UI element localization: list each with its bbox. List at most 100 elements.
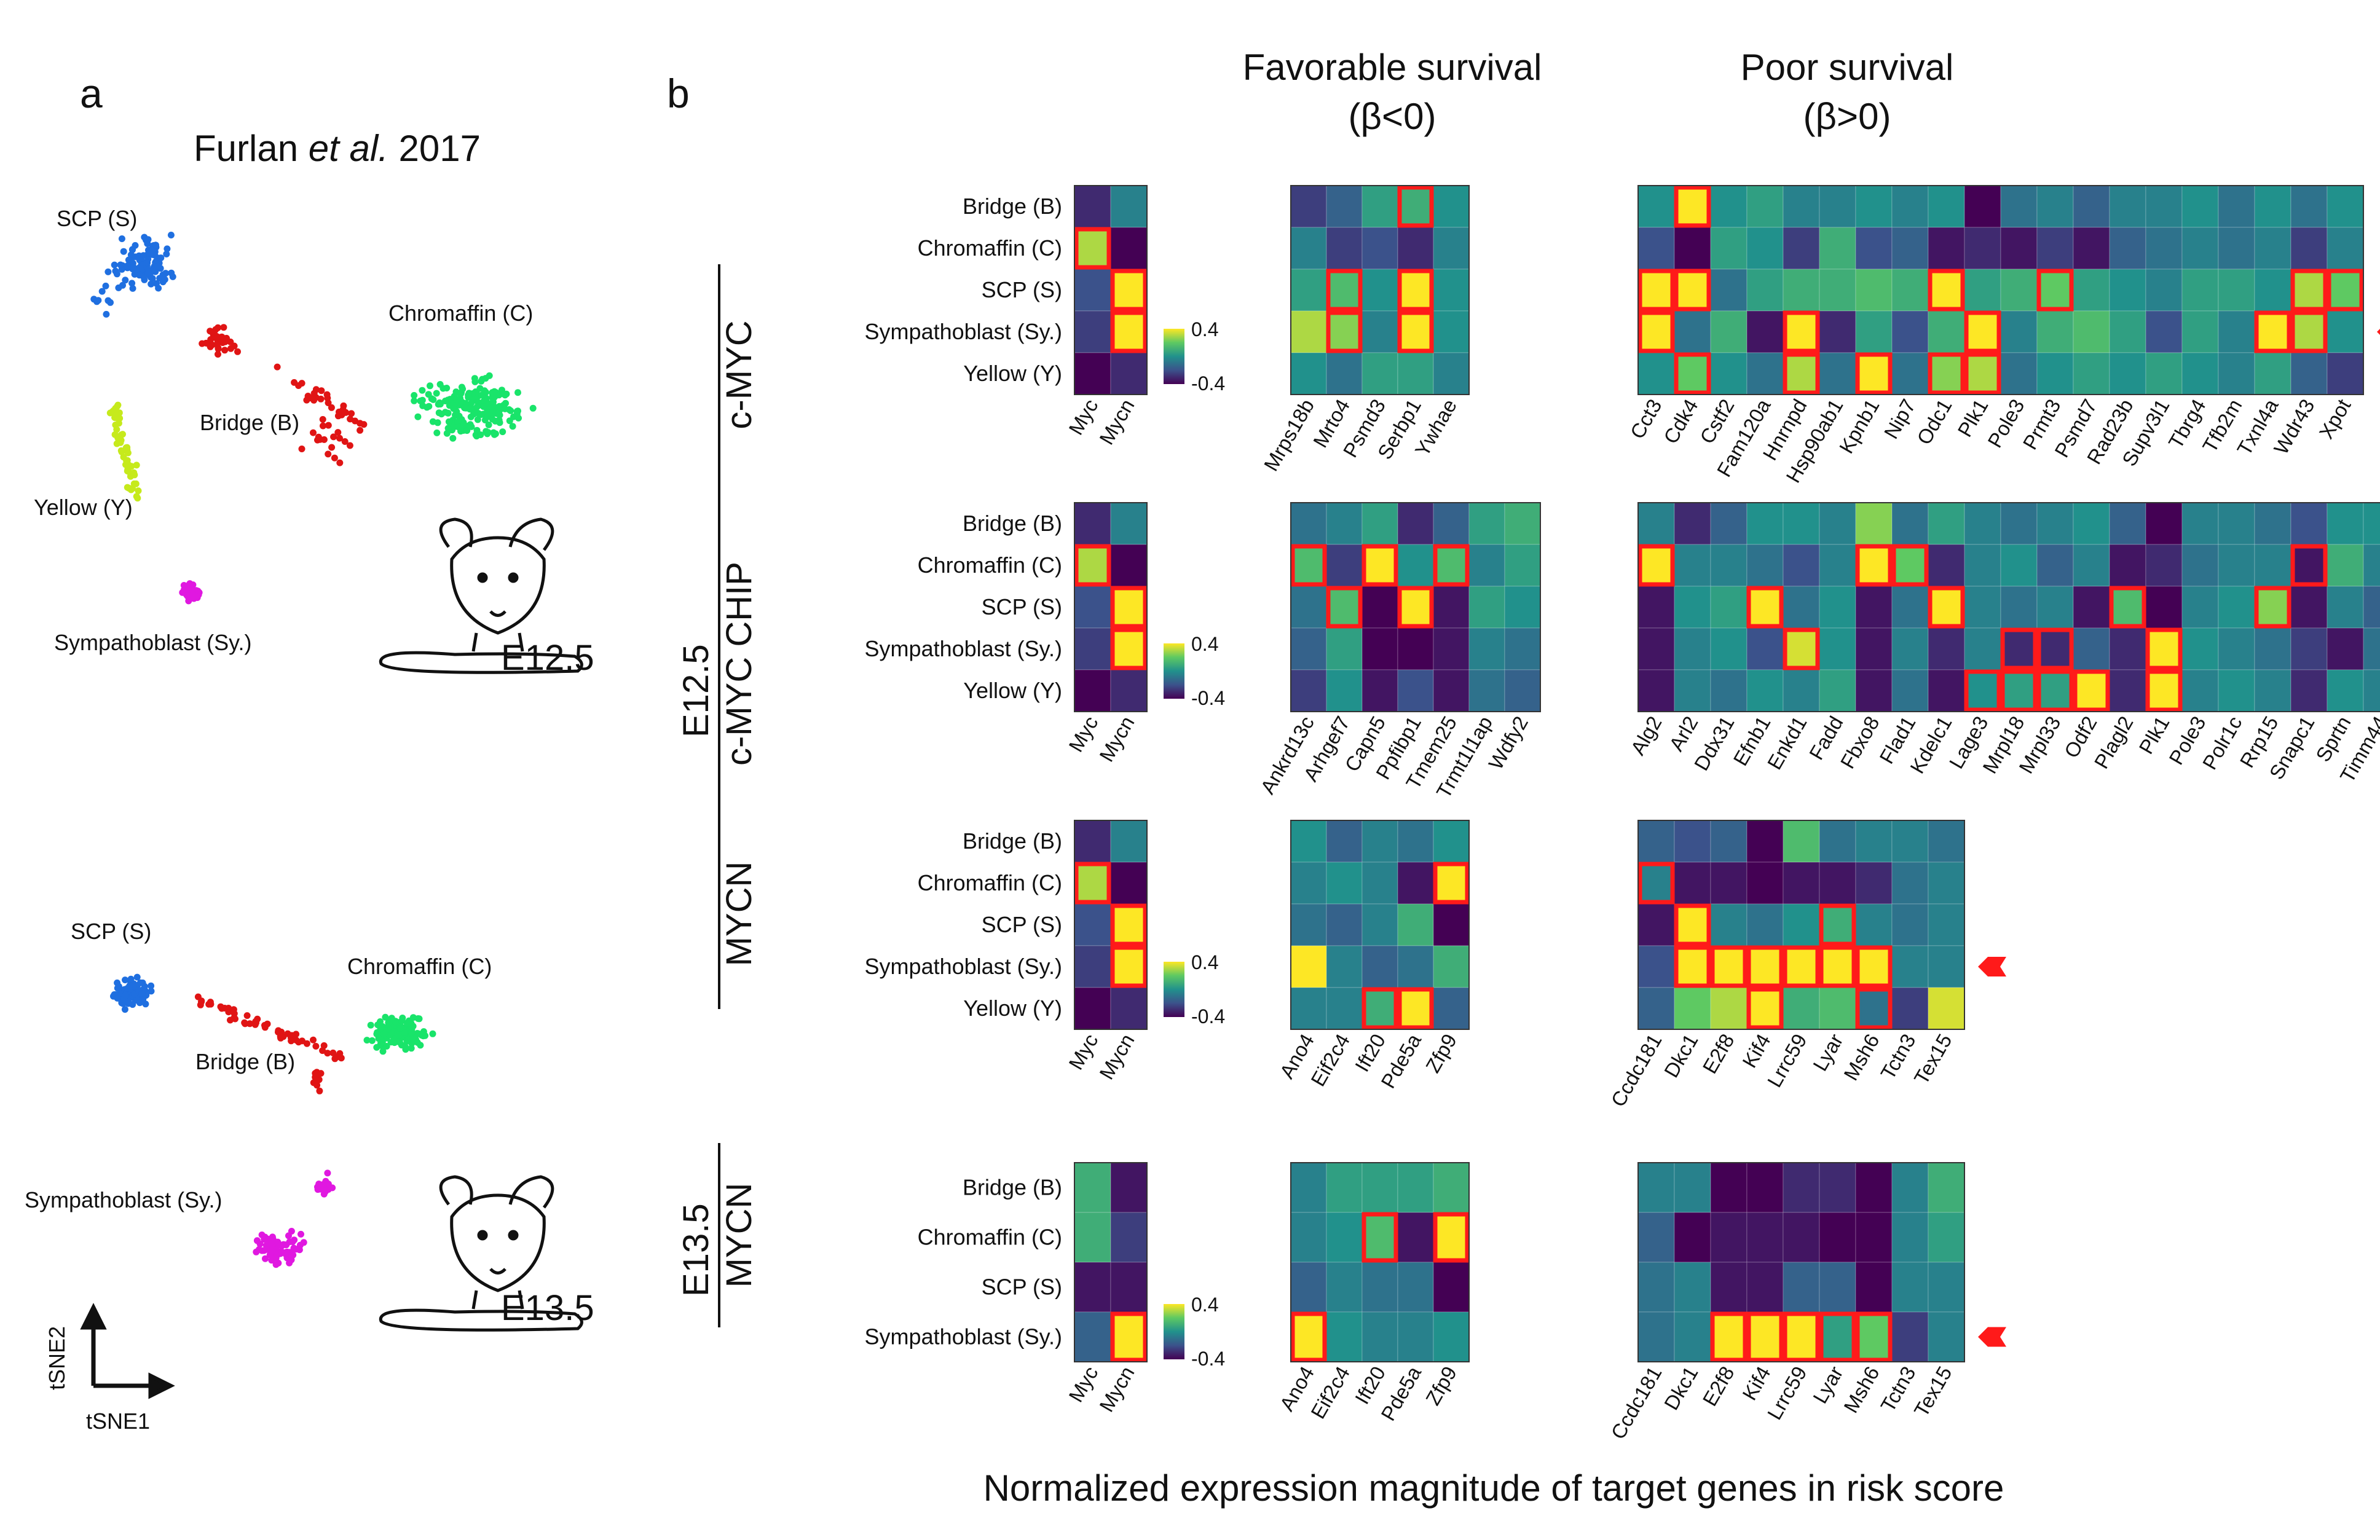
heatmap-cell <box>2327 502 2364 545</box>
tsne-point <box>529 404 537 412</box>
tsne-point <box>265 1241 272 1248</box>
heatmap-cell <box>1326 586 1363 629</box>
gene-label: Mycn <box>1095 395 1138 449</box>
heatmap-cell <box>1855 1311 1893 1362</box>
heatmap-cell <box>2218 627 2255 670</box>
heatmap-cell <box>1326 310 1363 353</box>
heatmap-cell <box>1361 586 1398 629</box>
tsne-point <box>117 447 125 454</box>
heatmap-cell <box>1074 987 1111 1030</box>
heatmap-cell <box>1891 987 1929 1030</box>
heatmap-cell <box>1746 862 1784 905</box>
tsne-point <box>474 416 481 423</box>
heatmap-cell <box>2036 502 2074 545</box>
tsne-point <box>401 1029 408 1036</box>
heatmap-cell <box>1637 502 1675 545</box>
heatmap-cell <box>1637 310 1675 353</box>
heatmap-cell <box>1637 862 1675 905</box>
tsne-point <box>124 468 131 474</box>
tsne-point <box>189 581 197 589</box>
heatmap-cell <box>2145 269 2183 312</box>
colorbar: 0.4 -0.4 <box>1164 951 1225 1027</box>
heatmap-cell <box>2254 352 2291 395</box>
tsne-point <box>495 417 503 423</box>
heatmap-cell <box>2109 269 2146 312</box>
heatmap-cell <box>1746 227 1784 270</box>
heatmap-cell <box>1710 987 1748 1030</box>
highlight-box <box>1637 862 1675 905</box>
tsne-point <box>317 395 325 403</box>
heatmap-cell <box>1290 1311 1327 1362</box>
heatmap-cell <box>2073 310 2110 353</box>
heatmap-cell <box>2254 502 2291 545</box>
heatmap-cell <box>2290 310 2328 353</box>
tsne-point <box>169 273 176 280</box>
tsne-point <box>144 270 152 277</box>
heatmap-cell <box>1710 502 1748 545</box>
heatmap-cell <box>1110 1212 1148 1263</box>
tsne-point <box>127 473 134 480</box>
highlight-box <box>2327 269 2364 312</box>
heatmap-cell <box>1819 627 1856 670</box>
cell-type-label: Sympathoblast (Sy.) <box>865 319 1062 344</box>
tsne-point <box>467 413 475 420</box>
heatmap-cell <box>1361 820 1398 863</box>
gene-label: Myc <box>1064 395 1102 439</box>
heatmap-cell <box>1433 185 1470 228</box>
tsne-point <box>373 1043 380 1051</box>
gene-label: Mycn <box>1095 712 1138 766</box>
heatmap-cell <box>1891 310 1929 353</box>
highlight-box <box>1637 269 1675 312</box>
highlight-box <box>1361 544 1398 587</box>
tsne-point <box>157 254 165 262</box>
tsne-point <box>148 280 155 288</box>
tsne-point <box>136 979 144 986</box>
highlight-box <box>1110 903 1148 946</box>
gene-label: Kif4 <box>1738 1362 1775 1404</box>
heatmap-cell <box>1290 862 1327 905</box>
highlight-box <box>2000 669 2038 712</box>
tsne-point <box>129 285 136 292</box>
heatmap-cell <box>1290 903 1327 946</box>
heatmap-cell <box>1074 544 1111 587</box>
heatmap-cell <box>2363 669 2380 712</box>
heatmap-cell <box>2145 627 2183 670</box>
heatmap-cell <box>1326 820 1363 863</box>
heatmap-cell <box>1855 627 1893 670</box>
cell-type-label: Bridge (B) <box>963 1175 1062 1200</box>
tsne-point <box>125 997 132 1005</box>
tsne-point <box>460 419 467 426</box>
heatmap-cell <box>2073 669 2110 712</box>
cell-type-label: Sympathoblast (Sy.) <box>865 636 1062 661</box>
heatmap-cell <box>1928 310 1965 353</box>
tsne-point <box>385 1019 392 1026</box>
tsne-point <box>133 973 141 981</box>
heatmap-cell <box>1074 1212 1111 1263</box>
heatmap-cell <box>2109 544 2146 587</box>
tsne-point <box>434 419 441 426</box>
heatmap-cell <box>1361 227 1398 270</box>
tsne-point <box>148 982 155 989</box>
tsne-e12-label-scp: SCP (S) <box>57 206 137 231</box>
highlight-box <box>1855 1311 1893 1362</box>
heatmap-cell <box>1746 1262 1784 1313</box>
heatmap-cell <box>1397 502 1434 545</box>
heatmap-cell <box>2181 352 2219 395</box>
heatmap-cell <box>2290 269 2328 312</box>
heatmap-cell <box>1397 269 1434 312</box>
tsne-point <box>140 996 146 1004</box>
heatmap-cell <box>1783 903 1820 946</box>
highlight-box <box>1397 310 1434 353</box>
heatmap-cell <box>1637 185 1675 228</box>
tsne-point <box>499 428 506 436</box>
heatmap-cell <box>1290 945 1327 988</box>
heatmap-cell <box>1074 269 1111 312</box>
heatmap-cell <box>2218 669 2255 712</box>
heatmap-cell <box>1637 987 1675 1030</box>
highlight-box <box>2290 544 2328 587</box>
colorbar-max-label: 0.4 <box>1191 951 1218 973</box>
highlight-box <box>1326 586 1363 629</box>
